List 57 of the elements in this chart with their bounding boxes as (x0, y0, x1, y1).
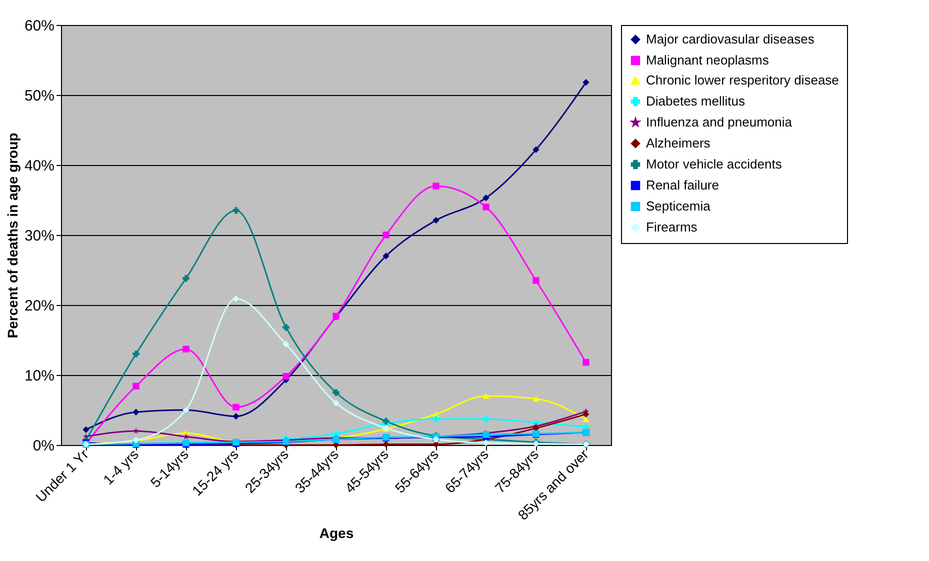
point (282, 373, 290, 380)
point (482, 440, 490, 446)
legend-label: Diabetes mellitus (646, 94, 746, 108)
y-tick-label: 10% (24, 368, 54, 384)
point (382, 440, 390, 448)
point (132, 350, 140, 358)
point (432, 182, 440, 190)
point (582, 410, 590, 418)
point (132, 428, 140, 434)
point (182, 275, 190, 282)
point (482, 416, 490, 422)
x-axis-title: Ages (319, 524, 354, 541)
x-tick-label: 1-4 yrs (100, 446, 142, 488)
point (382, 232, 390, 238)
point (232, 404, 240, 411)
legend-label: Influenza and pneumonia (646, 114, 793, 130)
point (532, 396, 540, 402)
point (582, 79, 590, 86)
point (132, 408, 140, 416)
y-tick-label: 40% (24, 158, 54, 174)
point (432, 416, 440, 422)
point (432, 216, 440, 224)
point (432, 440, 440, 448)
point (282, 340, 290, 348)
point (232, 295, 240, 302)
legend-label: Septicemia (646, 198, 712, 214)
legend-label: Chronic lower resperitory disease (646, 72, 839, 88)
point (532, 277, 540, 284)
legend-label: Motor vehicle accidents (646, 156, 782, 172)
point (482, 393, 490, 399)
point (482, 204, 490, 210)
point (532, 146, 540, 153)
legend-label: Malignant neoplasms (646, 52, 770, 68)
point (82, 426, 90, 433)
point (182, 433, 190, 440)
y-tick-label: 0% (32, 438, 54, 454)
y-tick-label: 50% (24, 88, 54, 104)
y-tick-label: 20% (24, 298, 54, 314)
point (282, 324, 290, 331)
point (582, 416, 590, 422)
legend-label: Renal failure (646, 178, 719, 192)
y-tick-label: 30% (24, 228, 54, 244)
point (332, 400, 340, 406)
point (582, 359, 590, 366)
legend-label: Alzheimers (646, 136, 711, 150)
point (332, 389, 340, 396)
legend-label: Major cardiovasular diseases (646, 32, 815, 46)
point (482, 194, 490, 202)
point (182, 346, 190, 352)
point (232, 412, 240, 420)
point (132, 382, 140, 390)
y-axis-title: Percent of deaths in age group (4, 132, 20, 338)
y-tick-label: 60% (24, 18, 54, 34)
point (432, 436, 440, 443)
point (232, 207, 240, 214)
point (382, 252, 390, 260)
legend-label: Firearms (646, 220, 698, 234)
